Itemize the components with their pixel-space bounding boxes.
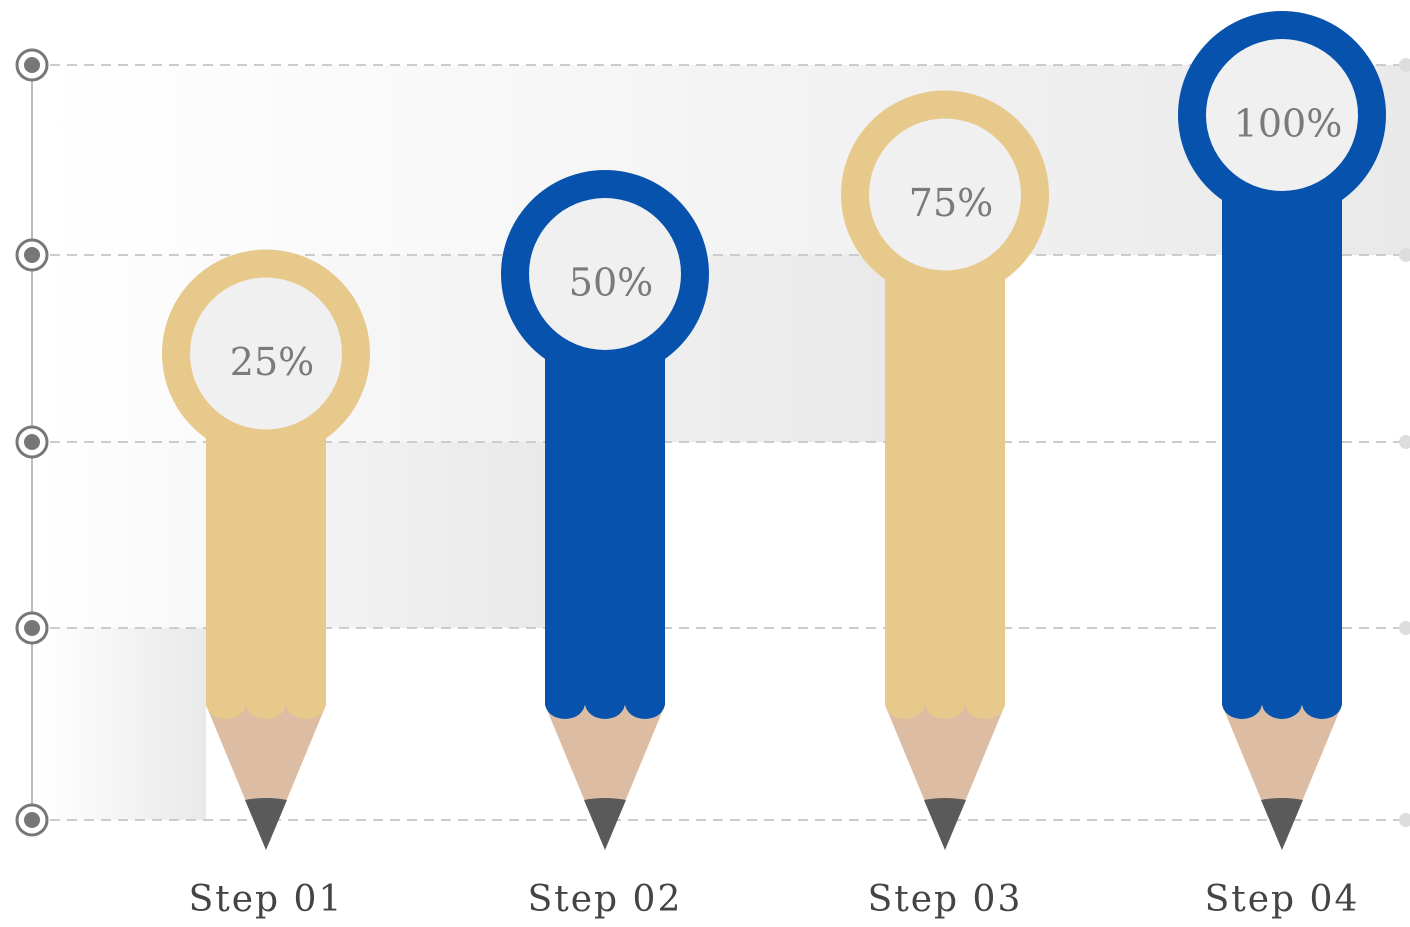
guide-dot-right bbox=[1399, 813, 1410, 827]
pencil-lead bbox=[584, 798, 626, 850]
pencil-scallop bbox=[1262, 703, 1302, 719]
pencil-ring-inner bbox=[1206, 39, 1358, 191]
pencil-scallop bbox=[286, 703, 326, 719]
pencil-lead bbox=[245, 798, 287, 850]
pencil-lead bbox=[1261, 798, 1303, 850]
value-label: 25% bbox=[230, 340, 314, 384]
pencil-scallop bbox=[965, 703, 1005, 719]
pencil-wood bbox=[206, 705, 326, 850]
band bbox=[40, 628, 206, 820]
guide-dot-right bbox=[1399, 58, 1410, 72]
pencil-scallop bbox=[625, 703, 665, 719]
guide-dot bbox=[24, 620, 40, 636]
pencil-wood bbox=[1222, 705, 1342, 850]
pencil-scallop bbox=[246, 703, 286, 719]
category-label: Step 04 bbox=[1205, 879, 1360, 920]
pencil: 75% bbox=[841, 90, 1049, 850]
guide-dot-right bbox=[1399, 435, 1410, 449]
pencil-wood bbox=[885, 705, 1005, 850]
pencil: 50% bbox=[501, 170, 709, 850]
guide-dot-right bbox=[1399, 248, 1410, 262]
guide-dot bbox=[24, 247, 40, 263]
pencil-scallop bbox=[925, 703, 965, 719]
pencil-scallop bbox=[1222, 703, 1262, 719]
guide-dot bbox=[24, 812, 40, 828]
pencil-wood bbox=[545, 705, 665, 850]
pencil-scallop bbox=[1302, 703, 1342, 719]
guide-dot bbox=[24, 57, 40, 73]
value-label: 50% bbox=[569, 261, 653, 305]
pencil-ring-inner bbox=[869, 118, 1021, 271]
category-label: Step 02 bbox=[528, 879, 683, 920]
pencil-scallop bbox=[885, 703, 925, 719]
pencil-lead bbox=[924, 798, 966, 850]
category-label: Step 03 bbox=[868, 879, 1023, 920]
pencil: 100% bbox=[1178, 11, 1386, 850]
value-label: 75% bbox=[909, 181, 993, 225]
value-label: 100% bbox=[1234, 102, 1343, 146]
guide-dot-right bbox=[1399, 621, 1410, 635]
pencil-ring-inner bbox=[529, 198, 681, 350]
pencils: 25% Step 01 50% Step 02 75% Step 03 100% Step 0… bbox=[162, 11, 1386, 920]
pencil-scallop bbox=[545, 703, 585, 719]
pencil-scallop bbox=[585, 703, 625, 719]
pencil-ring-inner bbox=[190, 277, 342, 430]
guide-dot bbox=[24, 434, 40, 450]
pencil-scallop bbox=[206, 703, 246, 719]
pencil: 25% bbox=[162, 249, 370, 850]
category-label: Step 01 bbox=[189, 879, 344, 920]
